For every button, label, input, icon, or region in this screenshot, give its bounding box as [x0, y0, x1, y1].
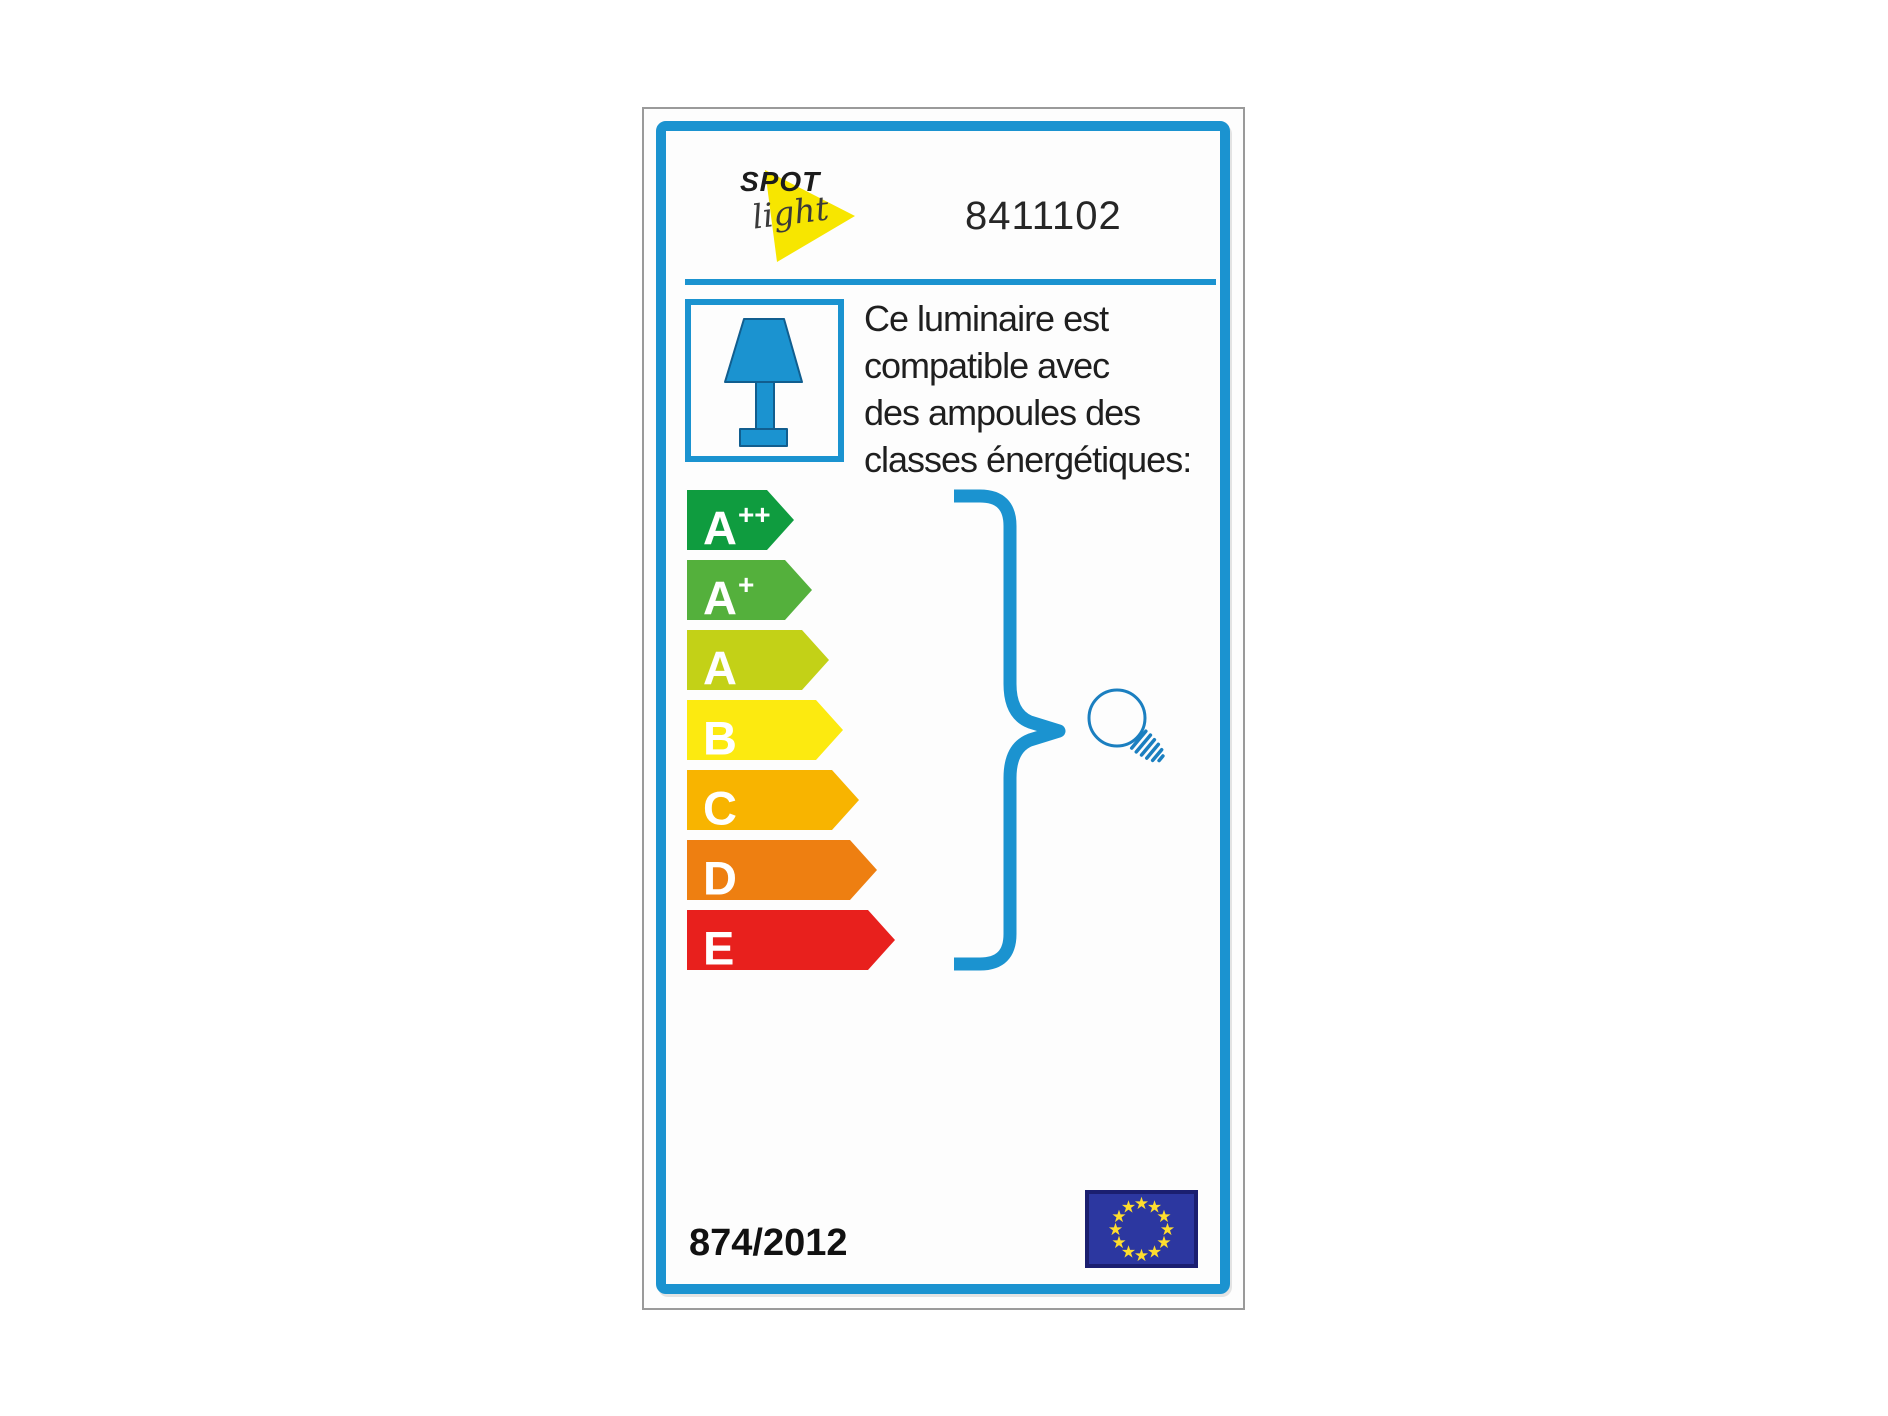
energy-class-arrow-B: B — [687, 700, 843, 760]
table-lamp-icon — [724, 318, 803, 447]
brand-word-top: SPOT — [740, 166, 821, 197]
energy-class-letter: A+ — [703, 569, 755, 625]
compatibility-text: Ce luminaire est compatible avec des amp… — [864, 295, 1234, 483]
energy-class-letter: A++ — [703, 499, 771, 555]
svg-text:★: ★ — [1134, 1246, 1149, 1266]
energy-class-letter: C — [703, 781, 737, 835]
eu-flag-stars: ★★★★★★★★★★★★ — [1108, 1194, 1175, 1266]
svg-text:★: ★ — [1111, 1233, 1126, 1253]
lamp-pictogram-box — [685, 299, 844, 462]
energy-class-arrow-A+: A+ — [687, 560, 812, 620]
text-line-1: Ce luminaire est — [864, 298, 1109, 339]
model-number: 8411102 — [965, 194, 1122, 238]
svg-text:★: ★ — [1160, 1220, 1175, 1240]
energy-class-arrow-C: C — [687, 770, 859, 830]
svg-text:★: ★ — [1134, 1194, 1149, 1214]
text-line-4: classes énergétiques: — [864, 439, 1192, 480]
energy-class-letter: D — [703, 851, 737, 905]
energy-class-letter: A — [703, 641, 737, 695]
svg-text:★: ★ — [1147, 1243, 1162, 1263]
eu-flag-icon: ★★★★★★★★★★★★ — [1085, 1190, 1198, 1268]
curly-brace-icon — [954, 489, 1066, 971]
energy-label: SPOT light 8411102 Ce luminaire est comp… — [642, 107, 1245, 1310]
svg-text:★: ★ — [1121, 1198, 1136, 1218]
regulation-number: 874/2012 — [689, 1222, 848, 1264]
svg-text:★: ★ — [1156, 1207, 1171, 1227]
energy-class-arrow-E: E — [687, 910, 895, 970]
energy-class-list: A++ A+ A B C D E — [687, 490, 895, 980]
svg-text:★: ★ — [1147, 1198, 1162, 1218]
label-blue-frame — [656, 121, 1230, 1294]
text-line-2: compatible avec — [864, 345, 1110, 386]
energy-class-arrow-D: D — [687, 840, 877, 900]
svg-text:★: ★ — [1111, 1207, 1126, 1227]
energy-class-letter: E — [703, 921, 735, 975]
header-divider — [685, 279, 1216, 285]
svg-text:★: ★ — [1156, 1233, 1171, 1253]
svg-text:★: ★ — [1121, 1243, 1136, 1263]
energy-class-letter: B — [703, 711, 737, 765]
light-bulb-icon — [1087, 688, 1165, 763]
energy-class-arrow-A: A — [687, 630, 829, 690]
text-line-3: des ampoules des — [864, 392, 1141, 433]
brand-triangle-icon — [765, 170, 855, 262]
energy-class-arrow-A++: A++ — [687, 490, 794, 550]
svg-text:★: ★ — [1108, 1220, 1123, 1240]
